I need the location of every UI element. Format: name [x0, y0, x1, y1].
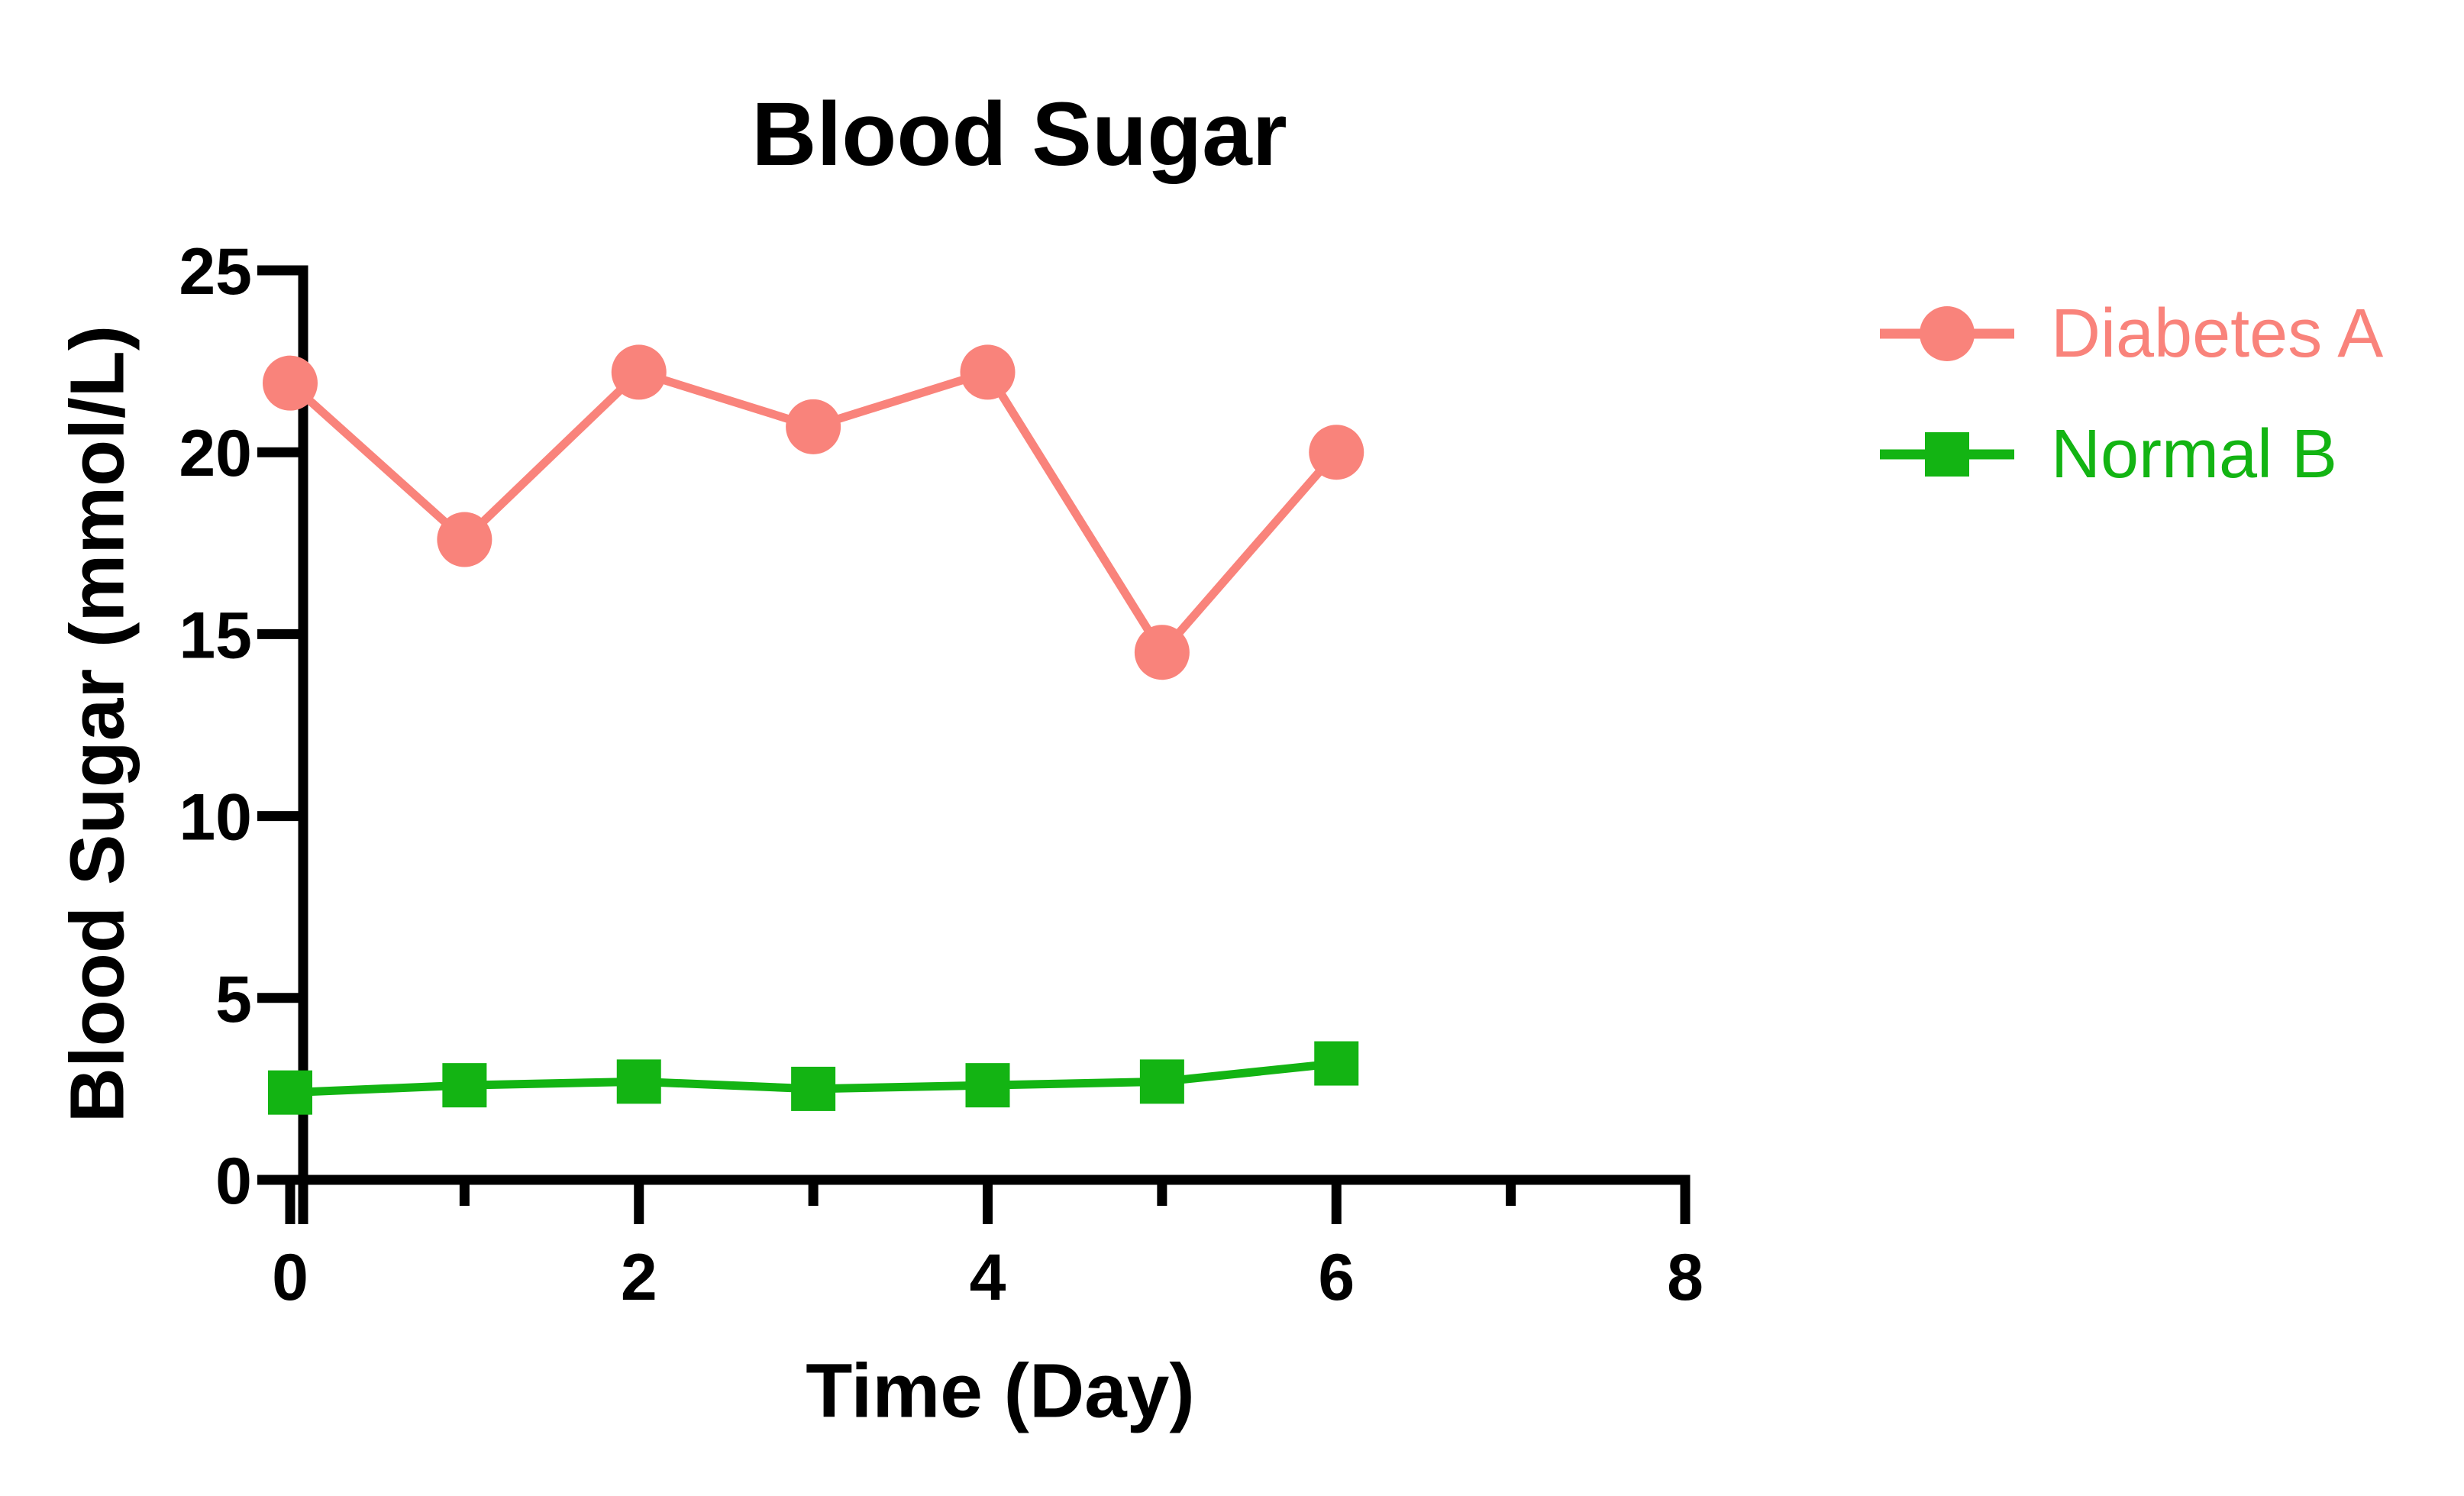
- x-tick-label-4: 4: [970, 1241, 1006, 1314]
- y-tick-label-20: 20: [179, 417, 252, 490]
- y-tick-label-15: 15: [179, 599, 252, 672]
- series-normal-b-point-5: [1139, 1059, 1184, 1104]
- legend-label-normal-b: Normal B: [2051, 415, 2338, 493]
- legend-label-diabetes-a: Diabetes A: [2051, 295, 2384, 372]
- x-tick-label-8: 8: [1667, 1241, 1703, 1314]
- x-axis-title: Time (Day): [806, 1348, 1195, 1434]
- legend-entry-diabetes-a: Diabetes A: [1880, 273, 2383, 394]
- legend: Diabetes A Normal B: [1880, 273, 2383, 515]
- legend-marker-circle-icon: [1880, 306, 2014, 361]
- y-tick-label-5: 5: [215, 963, 252, 1036]
- y-axis-title: Blood Sugar (mmol/L): [54, 325, 140, 1123]
- series-normal-b-point-3: [791, 1066, 836, 1111]
- series-diabetes-a-point-2: [611, 344, 667, 400]
- chart-title: Blood Sugar: [751, 84, 1287, 185]
- series-normal-b-point-1: [442, 1063, 487, 1108]
- y-tick-label-0: 0: [215, 1145, 252, 1218]
- series-diabetes-a-point-6: [1309, 425, 1364, 480]
- y-tick-label-25: 25: [179, 235, 252, 309]
- legend-entry-normal-b: Normal B: [1880, 394, 2383, 515]
- legend-marker-square-icon: [1880, 432, 2014, 477]
- series-diabetes-a-point-5: [1134, 625, 1190, 680]
- series-normal-b-point-4: [965, 1063, 1010, 1108]
- series-normal-b-point-6: [1314, 1041, 1359, 1086]
- series-diabetes-a-point-3: [786, 399, 841, 454]
- x-tick-label-2: 2: [621, 1241, 657, 1314]
- x-tick-label-6: 6: [1318, 1241, 1355, 1314]
- series-normal-b-point-0: [268, 1070, 312, 1115]
- x-tick-label-0: 0: [272, 1241, 308, 1314]
- series-diabetes-a-point-1: [437, 512, 492, 567]
- series-diabetes-a-point-0: [263, 355, 318, 411]
- y-tick-label-10: 10: [179, 781, 252, 855]
- series-diabetes-a-point-4: [960, 344, 1016, 400]
- series-normal-b-point-2: [616, 1059, 661, 1104]
